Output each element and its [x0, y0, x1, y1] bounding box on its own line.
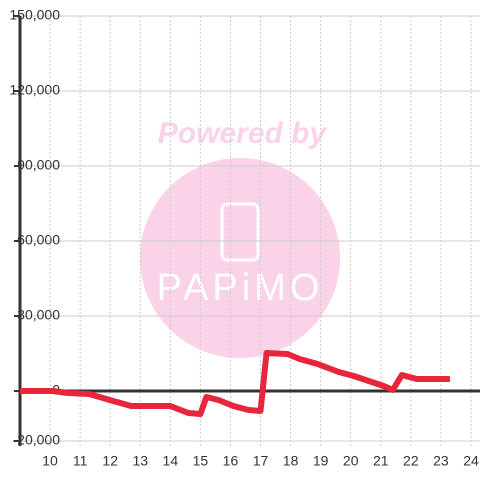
y-tick-label: 120,000	[9, 82, 60, 98]
x-tick-label: 14	[163, 453, 179, 469]
x-tick-label: 22	[403, 453, 419, 469]
x-tick-label: 12	[102, 453, 118, 469]
x-tick-label: 23	[433, 453, 449, 469]
x-tick-label: 18	[283, 453, 299, 469]
x-tick-label: 13	[132, 453, 148, 469]
x-tick-label: 24	[463, 453, 479, 469]
x-tick-label: 15	[193, 453, 209, 469]
watermark: Powered by PAPiMO	[140, 117, 340, 358]
watermark-circle	[140, 158, 340, 358]
x-tick-label: 20	[343, 453, 359, 469]
y-tick-label: 30,000	[17, 307, 60, 323]
x-tick-label: 21	[373, 453, 389, 469]
watermark-text: PAPiMO	[157, 267, 324, 309]
y-tick-label: 90,000	[17, 157, 60, 173]
x-tick-label: 17	[253, 453, 269, 469]
watermark-icon	[220, 202, 260, 262]
y-tick-label: -20,000	[13, 432, 61, 448]
x-tick-label: 19	[313, 453, 329, 469]
data-line	[20, 350, 450, 417]
x-tick-label: 10	[42, 453, 58, 469]
y-tick-label: 150,000	[9, 7, 60, 23]
x-tick-label: 16	[223, 453, 239, 469]
x-tick-label: 11	[73, 453, 88, 469]
watermark-text: Powered by	[158, 117, 328, 150]
y-tick-label: 60,000	[17, 232, 60, 248]
